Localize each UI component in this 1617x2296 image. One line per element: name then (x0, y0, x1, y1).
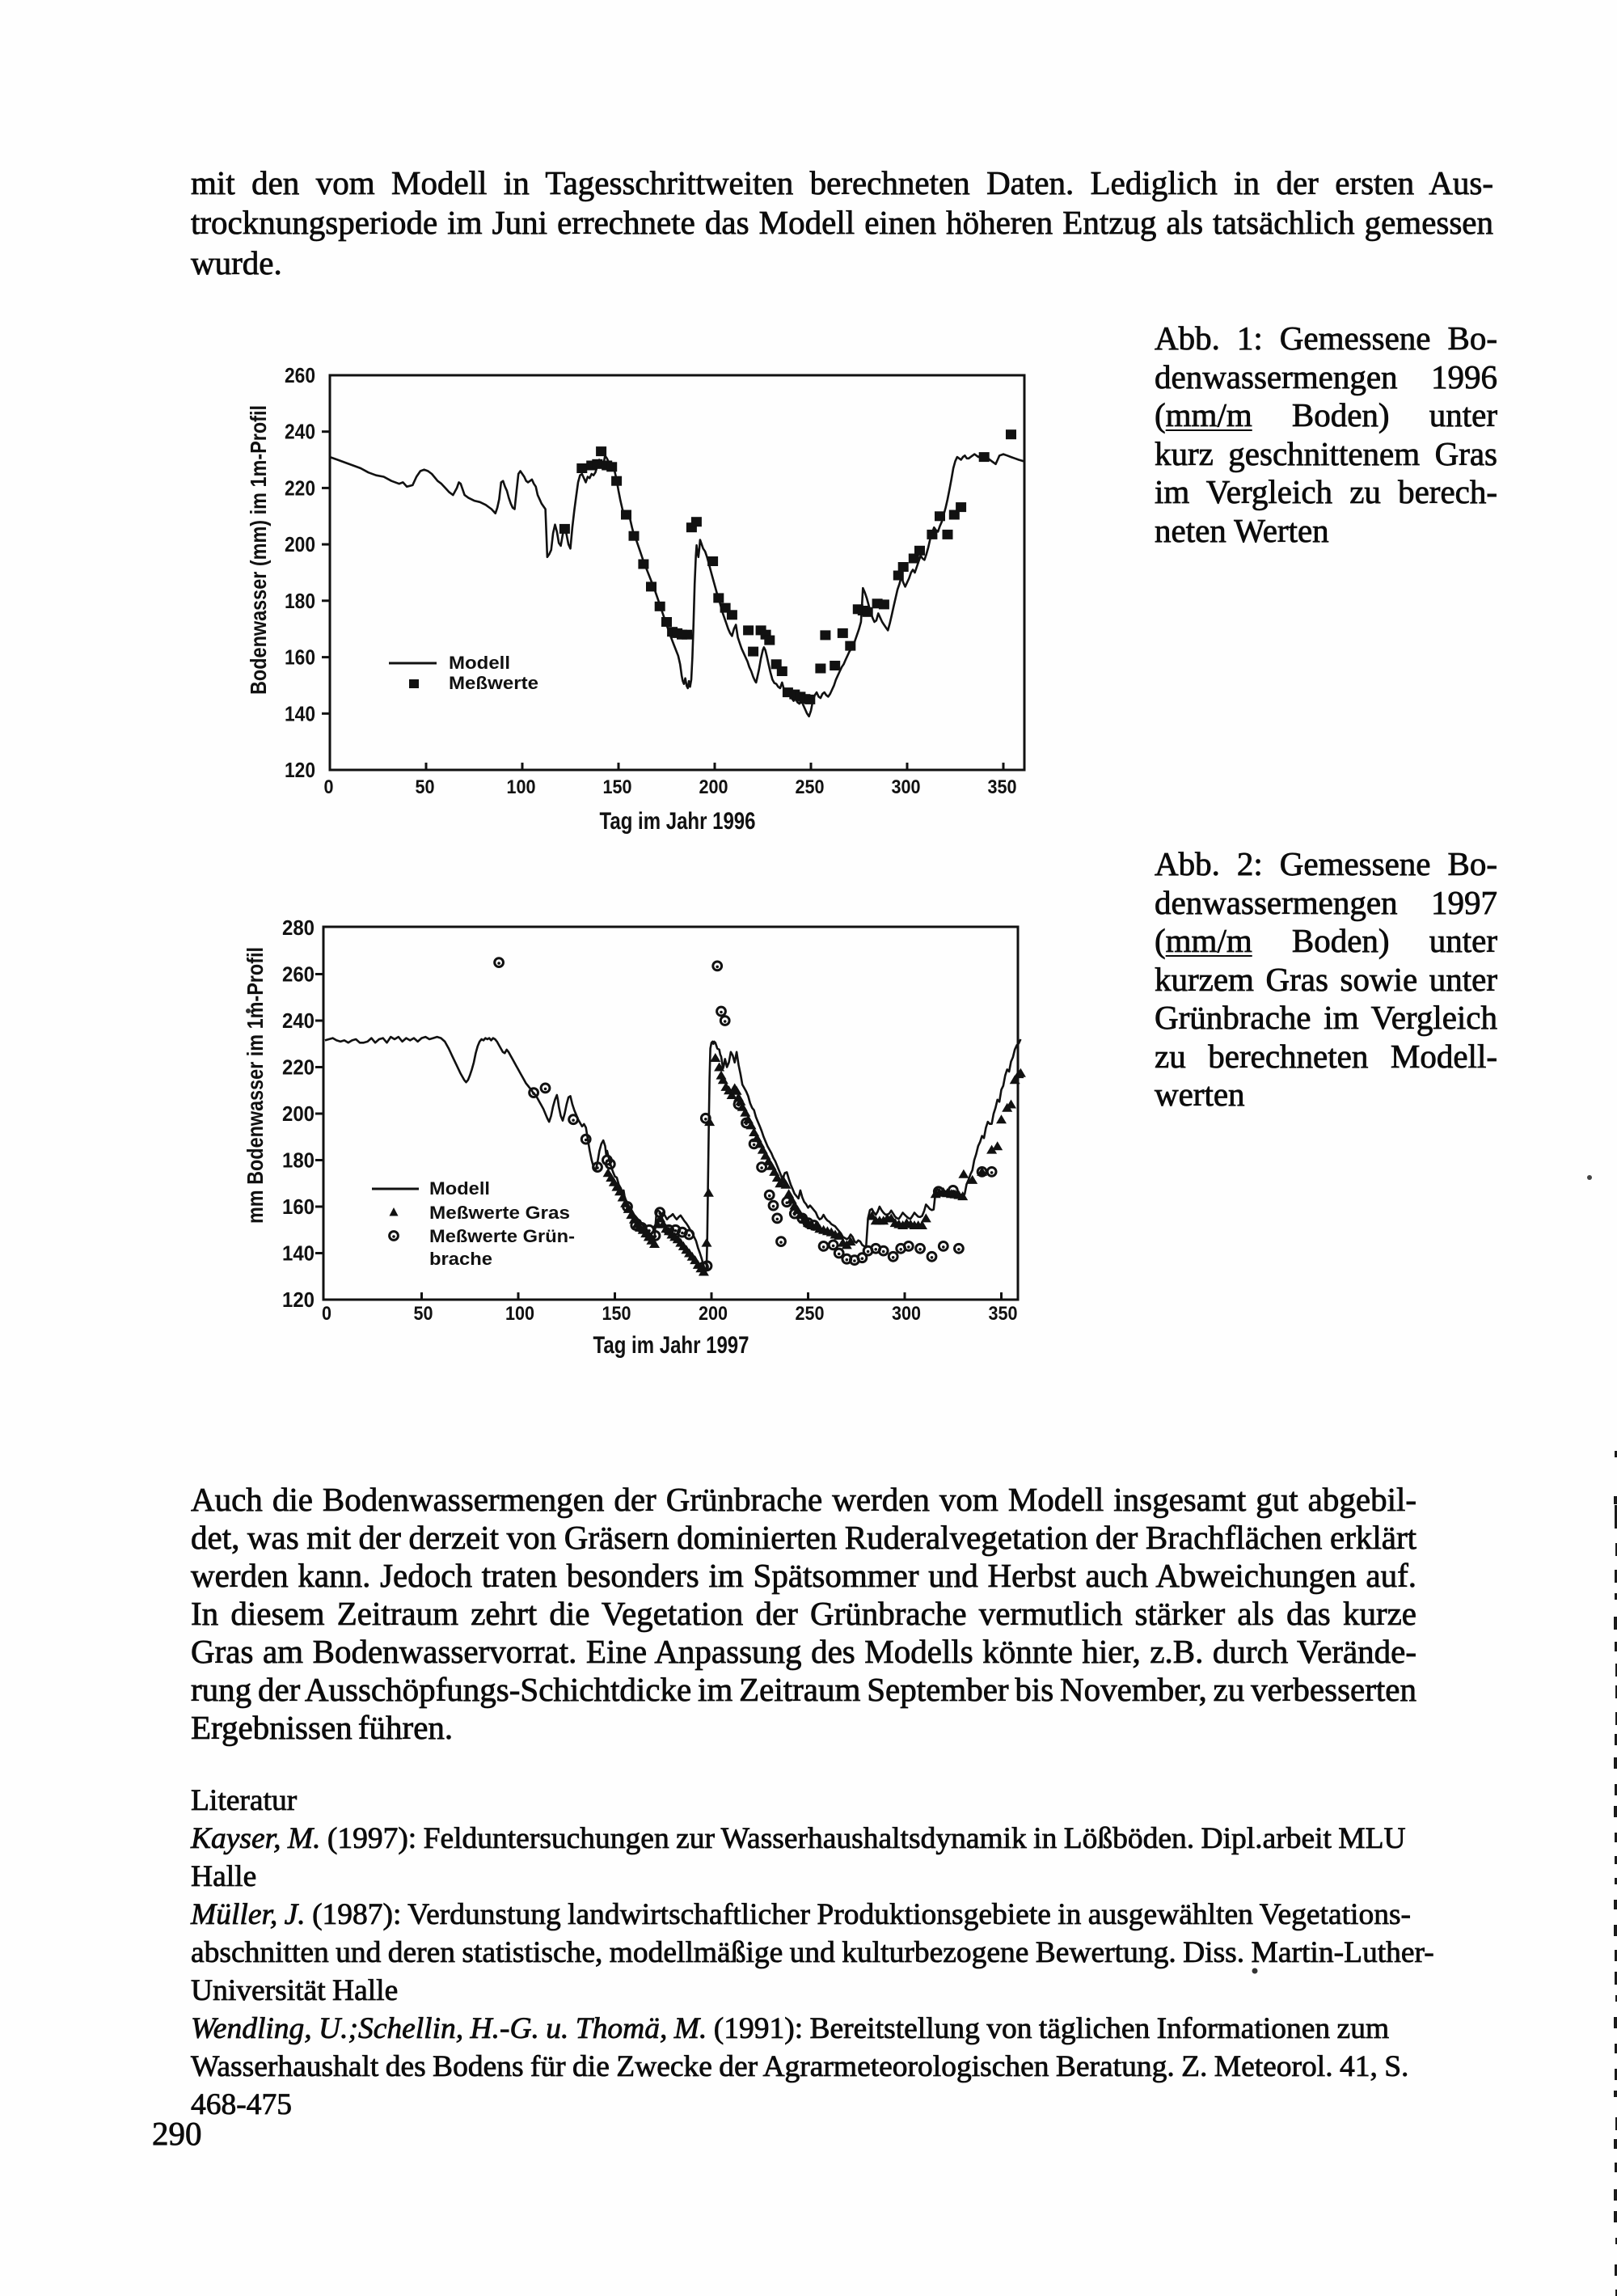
svg-text:220: 220 (282, 1057, 315, 1080)
svg-text:Modell: Modell (449, 653, 510, 673)
svg-text:brache: brache (429, 1249, 492, 1269)
svg-text:180: 180 (285, 590, 315, 613)
svg-text:0: 0 (324, 776, 334, 798)
svg-text:200: 200 (282, 1103, 315, 1126)
svg-text:200: 200 (699, 776, 728, 798)
svg-text:50: 50 (416, 776, 435, 798)
svg-text:0: 0 (322, 1303, 331, 1325)
svg-text:Modell: Modell (429, 1178, 490, 1199)
svg-text:240: 240 (285, 421, 315, 444)
svg-text:220: 220 (285, 477, 315, 500)
svg-text:300: 300 (892, 776, 921, 798)
svg-text:240: 240 (282, 1010, 315, 1033)
svg-text:160: 160 (285, 647, 315, 670)
svg-text:mm Bodenwasser im 1m-Profil: mm Bodenwasser im 1m-Profil (243, 947, 268, 1224)
svg-text:180: 180 (282, 1150, 315, 1173)
svg-text:Tag im Jahr 1996: Tag im Jahr 1996 (600, 808, 756, 835)
svg-text:260: 260 (282, 964, 315, 987)
svg-text:Tag im Jahr 1997: Tag im Jahr 1997 (593, 1332, 749, 1359)
svg-text:260: 260 (285, 365, 315, 387)
svg-text:350: 350 (989, 1303, 1018, 1325)
svg-text:250: 250 (796, 1303, 825, 1325)
svg-text:200: 200 (699, 1303, 728, 1325)
svg-text:Meßwerte Gras: Meßwerte Gras (429, 1203, 570, 1223)
svg-text:120: 120 (285, 759, 315, 782)
svg-text:150: 150 (603, 776, 632, 798)
svg-text:120: 120 (282, 1289, 315, 1312)
svg-text:160: 160 (282, 1196, 315, 1219)
svg-text:140: 140 (282, 1243, 315, 1266)
svg-text:250: 250 (796, 776, 825, 798)
svg-text:Meßwerte Grün-: Meßwerte Grün- (429, 1226, 575, 1246)
svg-text:100: 100 (507, 776, 536, 798)
svg-text:100: 100 (505, 1303, 534, 1325)
svg-text:Meßwerte: Meßwerte (449, 673, 538, 693)
svg-text:150: 150 (602, 1303, 631, 1325)
svg-text:140: 140 (285, 703, 315, 725)
svg-text:50: 50 (414, 1303, 433, 1325)
svg-text:350: 350 (988, 776, 1017, 798)
svg-text:280: 280 (282, 917, 315, 940)
svg-text:200: 200 (285, 534, 315, 556)
svg-text:300: 300 (892, 1303, 921, 1325)
svg-text:Bodenwasser (mm) im 1m-Profil: Bodenwasser (mm) im 1m-Profil (246, 405, 271, 695)
